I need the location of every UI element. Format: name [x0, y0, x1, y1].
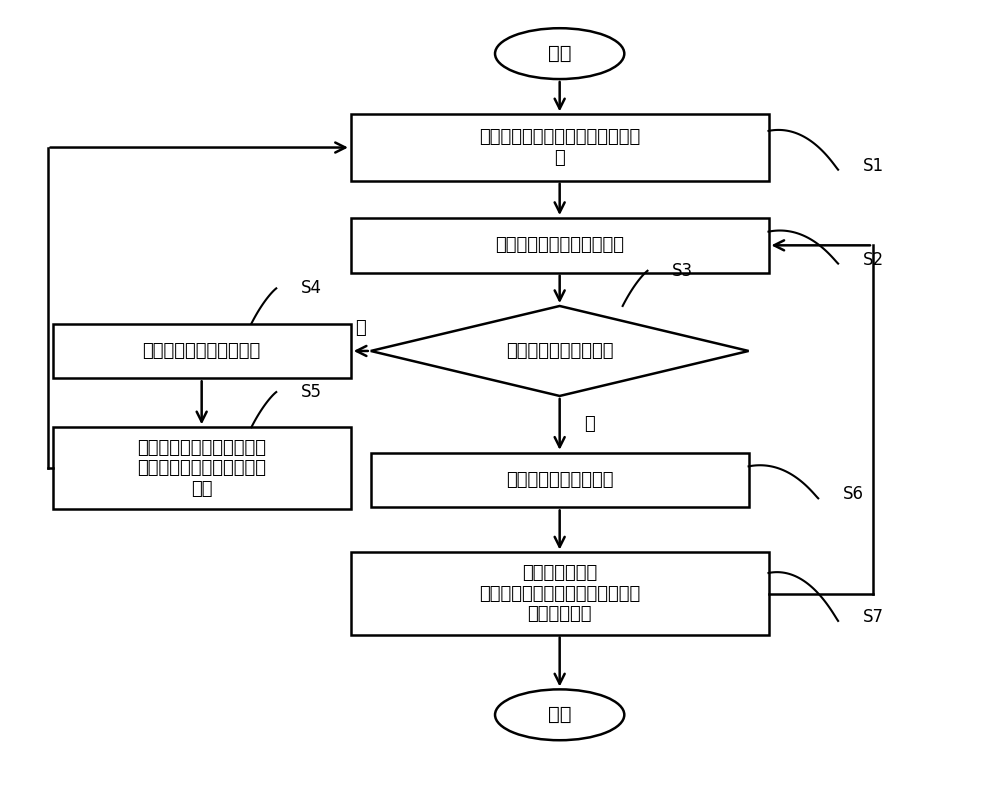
Text: S2: S2	[863, 251, 884, 269]
FancyBboxPatch shape	[351, 114, 769, 180]
Text: S3: S3	[672, 262, 693, 280]
FancyBboxPatch shape	[371, 452, 749, 507]
Text: 直至对所有管控数据解析验
证完毕，对部组件执行遥测
控制: 直至对所有管控数据解析验 证完毕，对部组件执行遥测 控制	[137, 439, 266, 498]
Polygon shape	[371, 306, 749, 396]
Text: 判断管控数据是否完整: 判断管控数据是否完整	[506, 342, 613, 360]
Text: 是: 是	[355, 319, 366, 337]
Text: 否: 否	[585, 415, 595, 433]
Text: 接收部组件发送的管控数据: 接收部组件发送的管控数据	[495, 236, 624, 255]
Text: S6: S6	[843, 485, 864, 504]
Text: S5: S5	[301, 383, 322, 401]
FancyBboxPatch shape	[53, 427, 351, 509]
Ellipse shape	[495, 28, 624, 79]
Ellipse shape	[495, 690, 624, 740]
Text: S1: S1	[863, 157, 884, 175]
Text: S7: S7	[863, 608, 884, 626]
Text: 直至对所有管控
数据解析验证完毕，继续对部组件
执行遥测控制: 直至对所有管控 数据解析验证完毕，继续对部组件 执行遥测控制	[479, 563, 640, 623]
Text: 结束: 结束	[548, 705, 571, 724]
FancyBboxPatch shape	[351, 552, 769, 634]
Text: 开始: 开始	[548, 44, 571, 63]
FancyBboxPatch shape	[53, 324, 351, 378]
FancyBboxPatch shape	[351, 218, 769, 273]
Text: 根据查询任务向部组件发送轮询请
求: 根据查询任务向部组件发送轮询请 求	[479, 128, 640, 167]
Text: 对部组件执行遥测控制: 对部组件执行遥测控制	[506, 471, 613, 489]
Text: S4: S4	[301, 280, 322, 297]
Text: 对管控数据进行解析验证: 对管控数据进行解析验证	[143, 342, 261, 360]
